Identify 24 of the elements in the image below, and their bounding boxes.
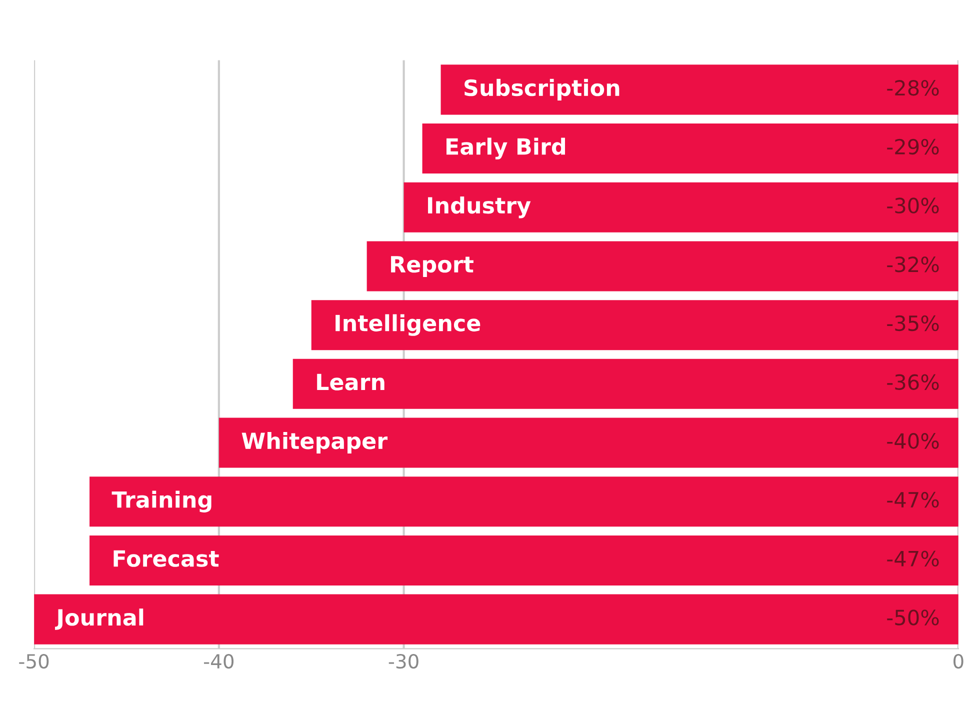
data-label: -35% [887,315,939,332]
y-tick-label: Learn [317,374,384,390]
data-label: -40% [887,433,939,449]
data-label: -30% [887,198,939,214]
y-tick-label: Journal [54,608,144,630]
x-tick-label: -40 [204,654,234,669]
y-tick-label: Forecast [114,550,219,567]
data-label: -28% [887,80,939,96]
data-label: -47% [887,550,939,567]
data-label: -36% [887,374,939,390]
y-tick-label: Subscription [464,78,620,100]
data-label: -32% [887,256,939,272]
y-tick-label: Whitepaper [242,432,388,454]
y-tick-label: Early Bird [446,138,565,160]
x-tick-label: -50 [19,654,49,669]
data-label: -47% [887,492,939,508]
y-tick-label: Training [112,490,212,512]
data-label: -50% [887,610,939,626]
y-tick-label: Report [391,256,474,277]
data-label: -29% [887,138,939,155]
y-tick-label: Industry [428,196,531,218]
x-tick-label: 0 [954,654,964,669]
y-tick-label: Intelligence [336,314,480,336]
x-tick-label: -30 [388,654,418,669]
